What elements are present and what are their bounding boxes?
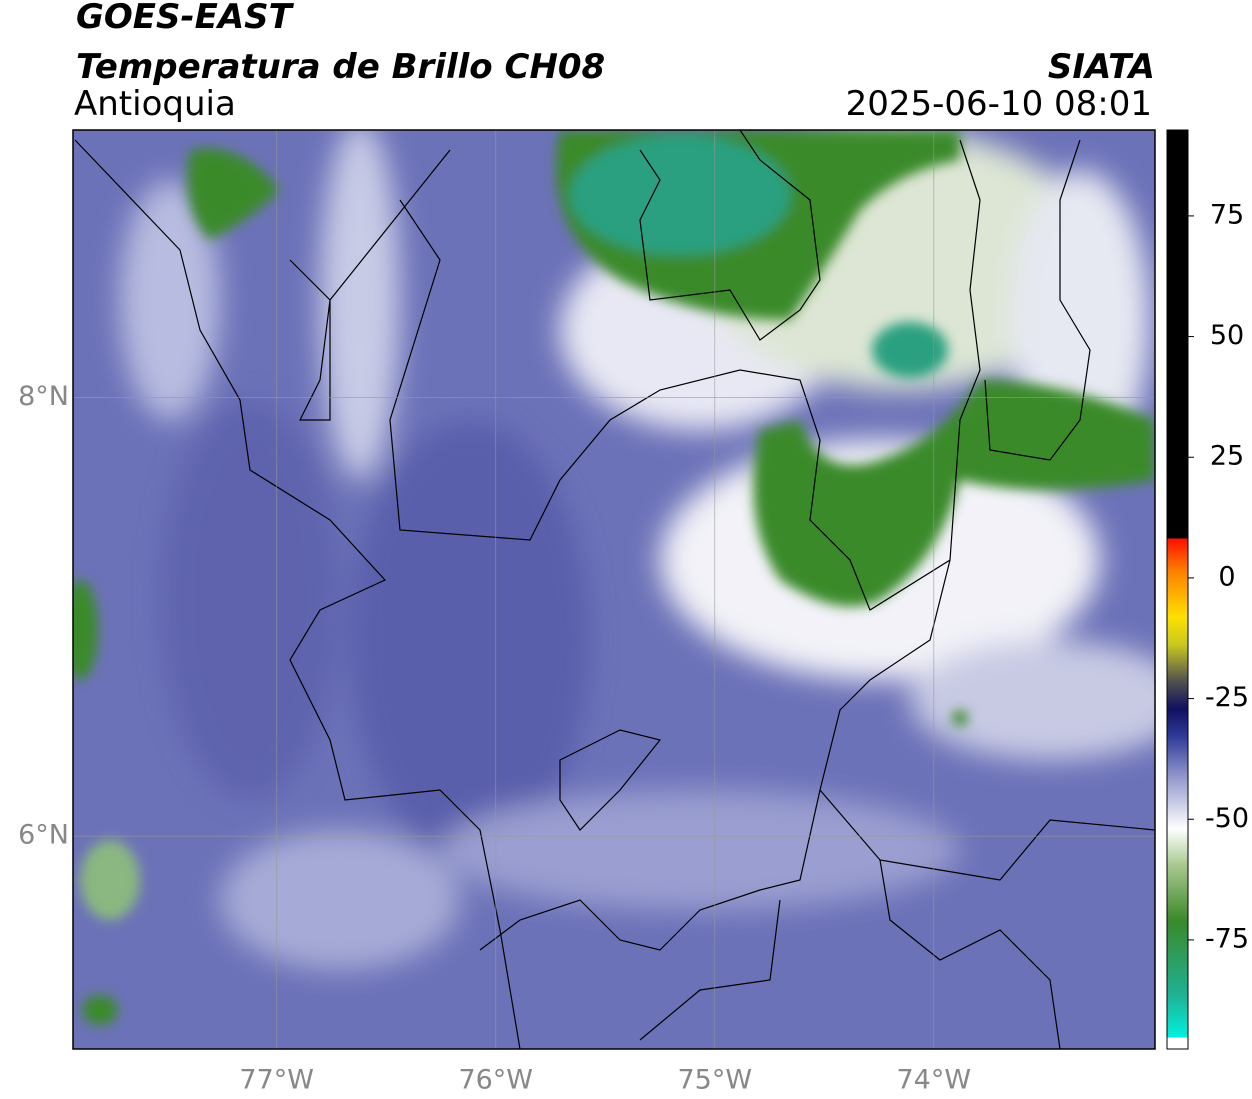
- map-frame: [72, 129, 1156, 1050]
- lat-tick-label: 6°N: [18, 820, 69, 851]
- colorbar: [1166, 129, 1189, 1050]
- lon-tick-label: 76°W: [458, 1065, 533, 1096]
- lat-tick-label: 8°N: [18, 381, 69, 412]
- colorbar-tick-label: -25: [1205, 682, 1249, 713]
- colorbar-tick-label: 50: [1210, 320, 1244, 351]
- colorbar-tick-label: 25: [1210, 441, 1244, 472]
- satellite-image: [73, 130, 1155, 1049]
- borders: [74, 130, 1155, 1049]
- lon-tick-label: 74°W: [897, 1065, 972, 1096]
- lon-tick-label: 75°W: [677, 1065, 752, 1096]
- colorbar-tick-label: -50: [1205, 803, 1249, 834]
- subtitle: Temperatura de Brillo CH08: [76, 47, 605, 87]
- colorbar-tick-label: 0: [1218, 561, 1235, 592]
- source: SIATA: [1048, 47, 1155, 87]
- colorbar-tick-label: 75: [1210, 199, 1244, 230]
- colorbar-tick-label: -75: [1205, 923, 1249, 954]
- datetime: 2025-06-10 08:01: [846, 84, 1152, 124]
- title: GOES-EAST: [76, 0, 295, 37]
- region: Antioquia: [74, 84, 236, 124]
- lon-tick-label: 77°W: [239, 1065, 314, 1096]
